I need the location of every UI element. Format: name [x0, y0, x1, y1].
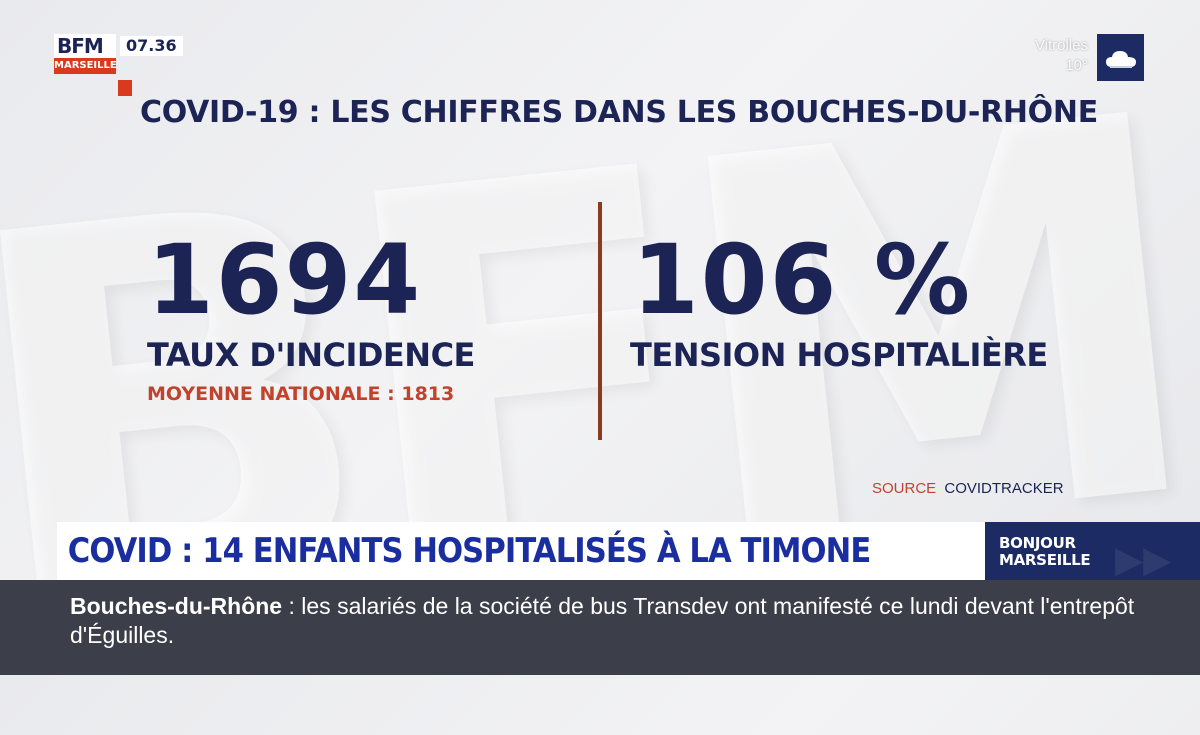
news-ticker: Bouches-du-Rhône : les salariés de la so… — [0, 580, 1200, 675]
ticker-topic: Bouches-du-Rhône — [70, 593, 283, 619]
headline-banner: COVID : 14 ENFANTS HOSPITALISÉS À LA TIM… — [57, 522, 985, 580]
national-average: MOYENNE NATIONALE : 1813 — [147, 383, 455, 405]
stat-divider — [598, 202, 602, 440]
logo-bfm-text: BFM — [54, 34, 116, 58]
cloud-icon — [1097, 34, 1144, 81]
weather-city: Vitrolles — [1034, 37, 1088, 54]
program-line-1: BONJOUR — [999, 534, 1076, 552]
page-title: COVID-19 : LES CHIFFRES DANS LES BOUCHES… — [140, 95, 1098, 130]
banner-text: COVID : 14 ENFANTS HOSPITALISÉS À LA TIM… — [67, 531, 871, 571]
ticker-text: Bouches-du-Rhône : les salariés de la so… — [70, 592, 1160, 650]
tension-label: TENSION HOSPITALIÈRE — [630, 336, 1048, 374]
program-badge: ▸▸ BONJOUR MARSEILLE — [985, 522, 1200, 580]
program-badge-decoration: ▸▸ — [1115, 526, 1172, 580]
incidence-label: TAUX D'INCIDENCE — [147, 336, 475, 374]
weather-temp: 10° — [1065, 57, 1088, 74]
source-label: SOURCE — [872, 480, 937, 497]
program-line-2: MARSEILLE — [999, 551, 1091, 569]
channel-logo: BFM MARSEILLE — [54, 34, 117, 74]
decorative-red-square — [118, 80, 132, 96]
weather-info: Vitrolles 10° — [1035, 36, 1088, 76]
ticker-body: les salariés de la société de bus Transd… — [70, 593, 1135, 648]
program-name: BONJOUR MARSEILLE — [999, 534, 1091, 569]
incidence-value: 1694 — [147, 224, 423, 336]
logo-city-text: MARSEILLE — [54, 58, 117, 74]
ticker-separator: : — [282, 593, 302, 619]
source-value: COVIDTRACKER — [944, 480, 1064, 497]
clock-time: 07.36 — [120, 36, 183, 56]
tension-value: 106 % — [632, 224, 972, 336]
source-credit: SOURCE COVIDTRACKER — [872, 480, 1064, 497]
